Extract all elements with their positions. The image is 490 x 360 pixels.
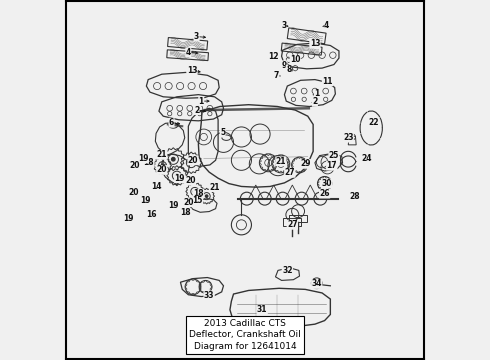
Text: 7: 7 [274, 71, 279, 80]
Circle shape [205, 195, 208, 197]
Text: 27: 27 [285, 168, 295, 177]
Text: 10: 10 [290, 55, 300, 64]
Text: 20: 20 [128, 188, 139, 197]
Text: 13: 13 [310, 39, 320, 48]
Text: 3: 3 [281, 21, 286, 30]
Text: 33: 33 [204, 291, 215, 300]
Text: 31: 31 [257, 305, 268, 314]
Text: 12: 12 [268, 52, 278, 61]
Text: 20: 20 [183, 198, 194, 207]
Circle shape [161, 164, 164, 167]
Text: 18: 18 [180, 208, 191, 217]
Text: 24: 24 [362, 154, 372, 163]
Text: 18: 18 [144, 158, 154, 167]
Text: 4: 4 [324, 21, 329, 30]
Text: 21: 21 [209, 183, 220, 192]
Text: 27: 27 [287, 220, 297, 229]
Text: 26: 26 [319, 189, 330, 198]
Text: 21: 21 [275, 157, 286, 166]
Text: 6: 6 [169, 118, 174, 127]
Text: 29: 29 [300, 159, 311, 168]
Text: 2: 2 [312, 97, 318, 106]
Text: 1: 1 [198, 96, 204, 105]
Circle shape [194, 190, 196, 193]
Text: 20: 20 [185, 176, 196, 185]
Text: 3: 3 [194, 32, 199, 41]
Text: 20: 20 [188, 156, 198, 165]
Text: 32: 32 [282, 266, 293, 275]
Text: 20: 20 [129, 161, 140, 170]
Text: 34: 34 [312, 279, 322, 288]
Text: 25: 25 [329, 151, 339, 160]
Text: 14: 14 [151, 182, 161, 191]
Text: 4: 4 [186, 48, 191, 57]
Text: 18: 18 [193, 189, 204, 198]
Text: 28: 28 [349, 192, 360, 201]
Text: 17: 17 [326, 161, 337, 170]
Text: 23: 23 [343, 133, 353, 142]
Circle shape [190, 161, 193, 165]
Text: 8: 8 [286, 65, 292, 74]
Text: 19: 19 [123, 214, 134, 223]
Text: 22: 22 [368, 118, 379, 127]
Circle shape [175, 174, 178, 177]
Text: 19: 19 [138, 154, 148, 163]
Text: 19: 19 [168, 201, 178, 210]
Text: 15: 15 [193, 196, 203, 205]
Text: 16: 16 [147, 210, 157, 219]
Text: 30: 30 [321, 179, 332, 188]
Text: 21: 21 [156, 150, 167, 159]
Text: 19: 19 [174, 174, 185, 183]
Text: 19: 19 [140, 196, 150, 205]
Text: 9: 9 [282, 61, 287, 70]
Circle shape [172, 157, 175, 161]
Text: 20: 20 [156, 166, 167, 175]
Text: 11: 11 [322, 77, 333, 86]
Text: 13: 13 [187, 66, 197, 75]
Text: 2013 Cadillac CTS
Deflector, Crankshaft Oil
Diagram for 12641014: 2013 Cadillac CTS Deflector, Crankshaft … [189, 319, 301, 351]
Text: 2: 2 [194, 105, 199, 114]
Text: 1: 1 [314, 89, 319, 98]
Text: 5: 5 [220, 128, 225, 137]
